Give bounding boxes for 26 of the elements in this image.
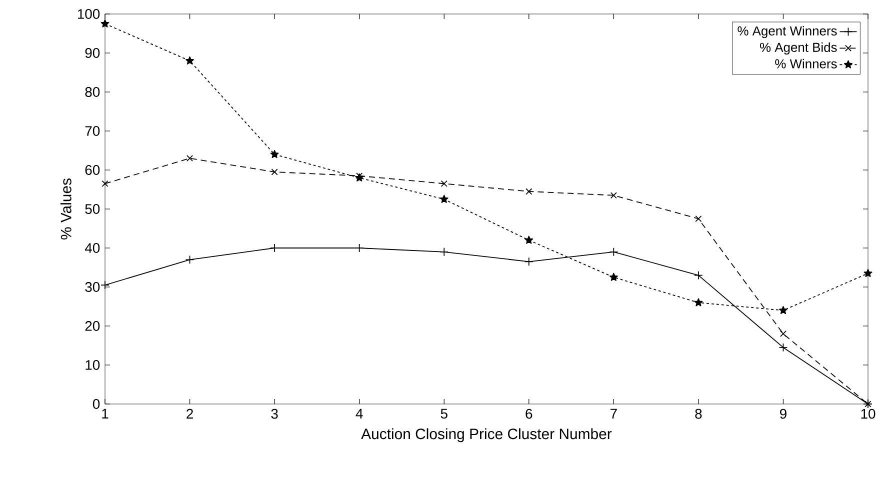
y-tick-label: 80	[85, 87, 100, 97]
x-tick-label: 5	[440, 408, 448, 419]
y-axis-title: % Values	[60, 178, 72, 240]
x-axis-title: Auction Closing Price Cluster Number	[361, 428, 612, 442]
y-tick-label: 90	[85, 48, 100, 58]
x-tick-label: 6	[526, 408, 532, 419]
x-tick-label: 2	[186, 408, 193, 419]
x-tick-label: 1	[102, 408, 108, 418]
y-tick-label: 50	[85, 204, 100, 214]
x-tick-label: 7	[610, 408, 617, 418]
x-tick-label: 4	[356, 408, 363, 418]
x-tick-label: 9	[780, 408, 786, 419]
x-tick-label: 10	[861, 408, 876, 419]
y-tick-label: 60	[85, 165, 100, 175]
y-tick-label: 40	[84, 243, 100, 253]
y-tick-label: 30	[85, 282, 100, 292]
y-tick-label: 70	[85, 126, 100, 136]
y-tick-label: 0	[92, 399, 100, 409]
legend-label: % Agent Bids	[760, 42, 837, 55]
x-tick-label: 8	[695, 408, 702, 419]
y-tick-label: 10	[86, 360, 100, 370]
legend-label: % Winners	[775, 58, 837, 68]
x-tick-label: 3	[271, 408, 278, 419]
legend-label: % Agent Winners	[738, 26, 837, 38]
y-tick-label: 20	[85, 321, 100, 331]
y-tick-label: 100	[78, 9, 100, 19]
